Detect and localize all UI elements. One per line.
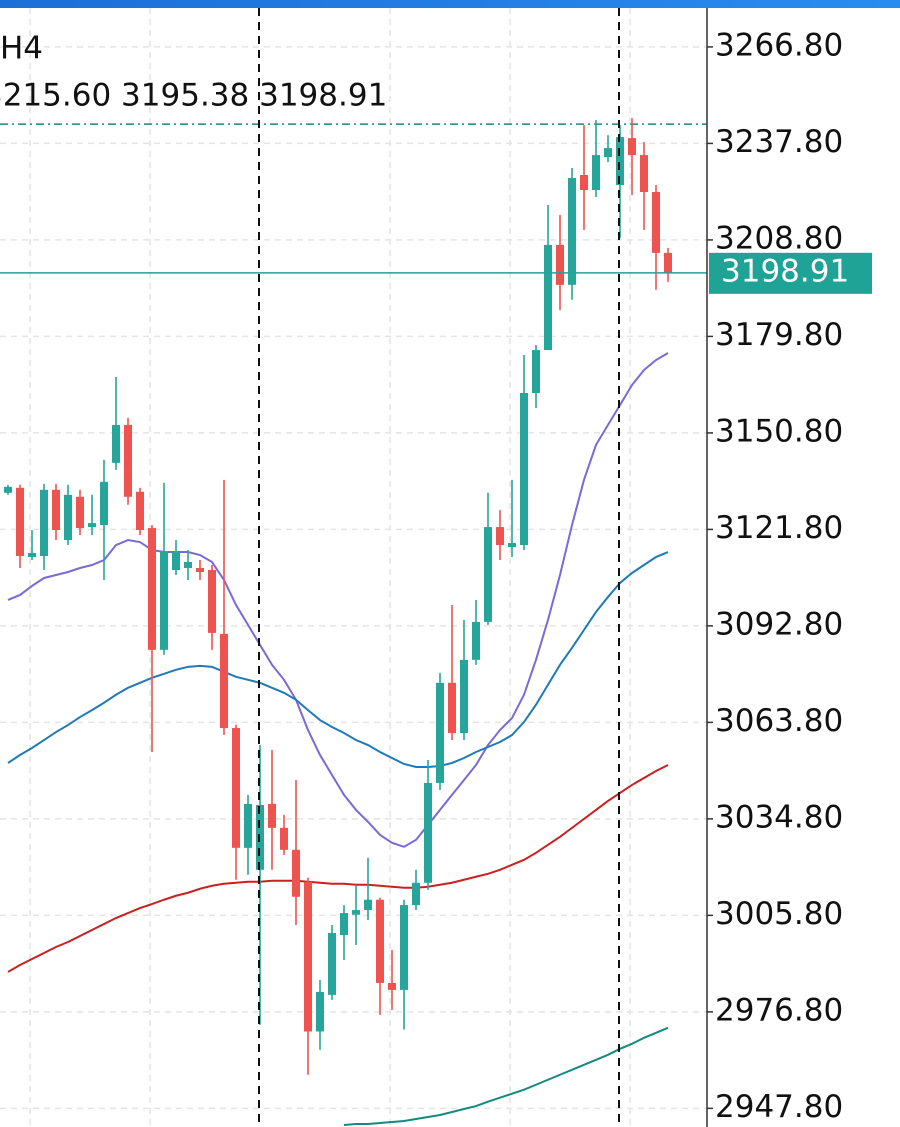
moving-average	[7, 551, 669, 768]
y-tick-label: 3266.80	[715, 27, 843, 63]
candle-body	[136, 491, 144, 531]
candle-body	[304, 881, 312, 1032]
candle-body	[556, 244, 564, 285]
candle-body	[16, 487, 24, 557]
candle-body	[160, 551, 168, 650]
candle-body	[364, 899, 372, 911]
y-tick-label: 2976.80	[715, 992, 843, 1028]
plot-area	[0, 46, 707, 1126]
y-tick-label: 3150.80	[715, 413, 843, 449]
candle-body	[76, 496, 84, 529]
candle-body	[112, 424, 120, 463]
candle-body	[496, 527, 504, 546]
last-price-label: 3198.91	[721, 253, 849, 289]
candle-body	[208, 569, 216, 633]
candle-body	[532, 350, 540, 393]
y-tick-label: 3034.80	[715, 799, 843, 835]
candle-body	[388, 982, 396, 990]
candle-body	[40, 489, 48, 557]
candle-body	[580, 175, 588, 191]
candle-body	[436, 682, 444, 783]
period-separators	[258, 8, 620, 1127]
moving-average	[343, 1026, 669, 1126]
timeframe: H4	[0, 31, 43, 67]
candle-body	[616, 137, 624, 186]
candle-body	[148, 528, 156, 650]
candle-body	[460, 659, 468, 734]
candle-body	[124, 424, 132, 497]
y-tick-label: 3179.80	[715, 317, 843, 353]
candle-body	[268, 803, 276, 828]
y-tick-label: 3005.80	[715, 896, 843, 932]
candle-body	[244, 803, 252, 848]
candle-body	[328, 933, 336, 995]
moving-average	[7, 352, 669, 848]
candle-body	[4, 486, 12, 493]
candle-body	[412, 882, 420, 906]
y-tick-label: 3092.80	[715, 606, 843, 642]
y-tick-label: 3063.80	[715, 703, 843, 739]
candle-body	[484, 527, 492, 622]
candle-body	[232, 728, 240, 848]
moving-average	[7, 764, 669, 973]
candle-body	[28, 553, 36, 558]
candle-body	[376, 899, 384, 983]
candle-body	[292, 849, 300, 897]
candle-body	[280, 827, 288, 850]
candle-body	[196, 567, 204, 572]
ohlc-label: 3215.60 3195.38 3198.91	[0, 78, 387, 114]
window-bar	[0, 0, 900, 8]
candle-body	[184, 562, 192, 568]
candle-body	[64, 494, 72, 541]
y-axis: 2947.80 2976.80 3005.80 3034.80 3063.80 3092.…	[707, 27, 872, 1125]
y-tick-label: 2947.80	[715, 1089, 843, 1125]
y-tick-label: 3121.80	[715, 510, 843, 546]
candle-body	[604, 148, 612, 158]
candle-body	[340, 913, 348, 936]
y-tick-label: 3208.80	[715, 220, 843, 256]
candle-body	[652, 192, 660, 253]
candle-body	[316, 991, 324, 1032]
candle-body	[424, 782, 432, 883]
candle-body	[592, 155, 600, 191]
candle-body	[88, 523, 96, 528]
candle-body	[640, 155, 648, 193]
candle-body	[544, 244, 552, 351]
candle-body	[220, 633, 228, 729]
candle-body	[172, 552, 180, 570]
candle-body	[508, 543, 516, 548]
candle-body	[52, 489, 60, 531]
candle-body	[100, 481, 108, 526]
candle-body	[352, 910, 360, 915]
last-price-box	[709, 252, 872, 294]
candle-body	[568, 178, 576, 285]
candle-body	[628, 138, 636, 156]
y-tick-label: 3237.80	[715, 124, 843, 160]
candle-body	[664, 252, 672, 273]
candle-body	[472, 621, 480, 660]
candle-body	[520, 392, 528, 546]
candle-body	[400, 905, 408, 990]
candle-body	[448, 682, 456, 734]
